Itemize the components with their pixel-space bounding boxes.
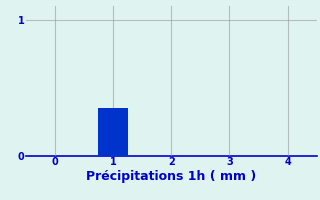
Bar	[99, 108, 128, 156]
X-axis label: Précipitations 1h ( mm ): Précipitations 1h ( mm )	[86, 170, 256, 183]
